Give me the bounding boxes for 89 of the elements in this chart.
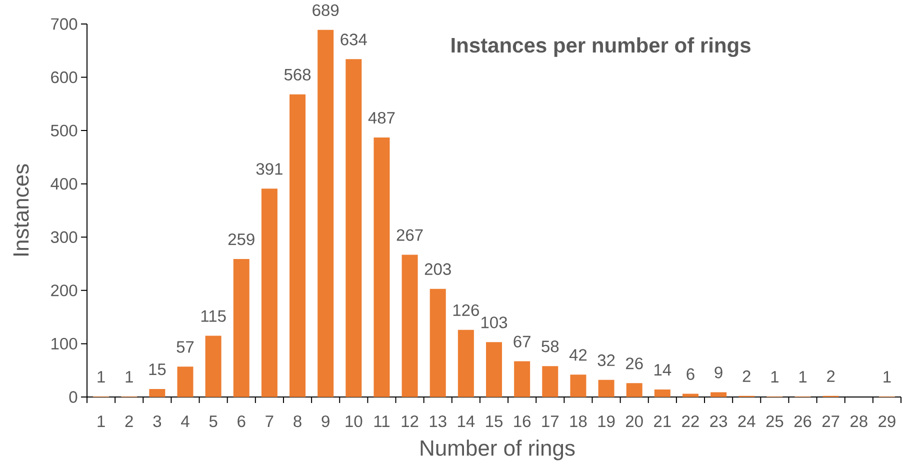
data-label: 103 (481, 316, 508, 328)
x-tick-label: 24 (738, 415, 756, 427)
bar (374, 137, 390, 397)
x-tick-label: 29 (878, 415, 896, 428)
bar (205, 336, 222, 397)
bar (514, 361, 530, 397)
y-tick-label: 300 (50, 231, 78, 243)
x-tick-label: 25 (766, 415, 784, 428)
data-label: 58 (542, 340, 559, 352)
data-label: 115 (201, 310, 226, 322)
x-tick-label: 1 (98, 416, 105, 427)
x-tick-label: 19 (598, 415, 615, 428)
data-label: 126 (453, 304, 479, 316)
x-tick-label: 5 (209, 416, 218, 428)
x-tick-label: 15 (486, 416, 502, 428)
data-label: 487 (368, 112, 395, 124)
data-label: 568 (284, 68, 311, 80)
data-label: 1 (799, 371, 807, 382)
y-tick-label: 700 (51, 18, 78, 30)
x-tick-label: 17 (542, 416, 558, 427)
y-tick-label: 600 (51, 71, 78, 84)
data-label: 259 (228, 233, 254, 246)
x-tick-label: 3 (153, 415, 162, 428)
x-tick-label: 16 (514, 415, 531, 428)
x-tick-label: 2 (125, 415, 133, 427)
x-tick-label: 8 (294, 415, 302, 428)
bar (346, 59, 362, 397)
data-label: 1 (98, 371, 105, 382)
data-label: 2 (742, 370, 750, 382)
bar (710, 392, 727, 397)
x-tick-label: 18 (570, 415, 587, 428)
x-tick-label: 22 (682, 415, 699, 427)
x-tick-label: 26 (794, 415, 812, 428)
y-tick-label: 0 (69, 391, 78, 403)
bar (318, 30, 334, 397)
data-label: 42 (569, 349, 587, 361)
data-label: 15 (149, 364, 166, 376)
y-tick-label: 200 (51, 284, 78, 296)
x-tick-label: 9 (322, 415, 330, 428)
bar (458, 330, 474, 397)
x-tick-label: 6 (238, 415, 246, 428)
x-tick-label: 11 (374, 416, 390, 427)
x-tick-label: 27 (822, 415, 840, 427)
bar (626, 383, 642, 397)
data-label: 57 (176, 341, 194, 353)
bar (233, 258, 250, 397)
x-tick-label: 21 (654, 415, 671, 427)
y-axis-title: Instances (13, 164, 29, 256)
bar (290, 94, 306, 397)
bar (682, 394, 698, 397)
x-tick-label: 23 (710, 415, 727, 428)
data-label: 32 (598, 354, 615, 366)
bar (598, 380, 614, 397)
bar (570, 374, 586, 397)
bar (430, 288, 446, 397)
bar (654, 390, 670, 397)
y-tick-label: 400 (50, 178, 78, 190)
data-label: 689 (312, 4, 339, 16)
x-tick-label: 7 (266, 416, 274, 427)
text: Instances per number of rings (452, 37, 750, 57)
data-label: 1 (884, 371, 891, 382)
bar (177, 366, 194, 397)
data-label: 14 (654, 364, 672, 376)
bar (261, 188, 278, 397)
data-label: 2 (827, 370, 835, 382)
x-tick-label: 12 (402, 415, 418, 427)
bar (486, 342, 502, 397)
y-tick-label: 500 (50, 124, 78, 136)
bar (542, 366, 558, 397)
x-tick-label: 4 (181, 416, 190, 427)
x-tick-label: 14 (458, 416, 475, 427)
x-tick-label: 10 (346, 415, 362, 428)
x-tick-label: 13 (430, 415, 446, 428)
bar (402, 254, 418, 397)
data-label: 67 (514, 336, 530, 348)
data-label: 203 (424, 263, 451, 275)
bar (149, 388, 166, 397)
data-label: 1 (126, 371, 133, 382)
data-label: 267 (396, 229, 423, 241)
data-label: 634 (340, 34, 367, 46)
data-label: 391 (256, 163, 282, 175)
x-tick-label: 20 (626, 415, 643, 428)
x-tick-label: 28 (850, 415, 868, 428)
y-tick-label: 100 (52, 338, 78, 350)
x-axis-title: Number of rings (420, 440, 575, 460)
data-label: 1 (771, 371, 778, 382)
data-label: 6 (686, 368, 694, 380)
data-label: 26 (626, 358, 643, 370)
data-label: 9 (714, 366, 722, 378)
